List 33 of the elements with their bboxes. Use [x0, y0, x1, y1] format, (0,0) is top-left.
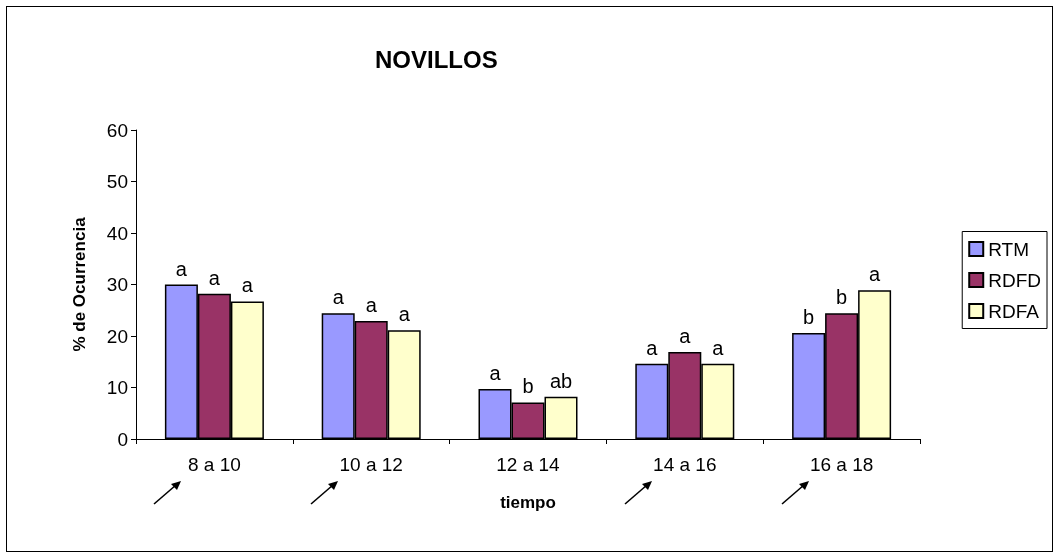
- x-tick-label: 14 a 16: [653, 454, 717, 475]
- chart-title: NOVILLOS: [375, 45, 498, 73]
- data-label: a: [398, 303, 411, 326]
- data-label: a: [679, 324, 692, 347]
- data-label: b: [803, 305, 815, 328]
- y-tick-label: 10: [106, 377, 128, 398]
- data-label: a: [365, 294, 378, 317]
- data-label: a: [332, 286, 345, 309]
- x-tick-label: 12 a 14: [496, 454, 561, 475]
- x-tick-label: 16 a 18: [809, 454, 874, 475]
- y-tick-label: 0: [117, 428, 128, 450]
- data-label: a: [241, 274, 254, 297]
- y-tick-label: 40: [106, 222, 128, 244]
- data-label: a: [869, 263, 882, 286]
- data-label: b: [836, 286, 848, 309]
- legend-label: RDFD: [988, 269, 1042, 291]
- x-tick-label: 8 a 10: [187, 454, 241, 475]
- x-tick-label: 10 a 12: [339, 454, 403, 475]
- data-label: a: [489, 362, 502, 385]
- data-label: a: [646, 336, 659, 359]
- data-label: b: [522, 375, 534, 398]
- data-label: a: [175, 257, 188, 280]
- y-tick-label: 20: [106, 325, 128, 347]
- y-tick-label: 60: [106, 119, 128, 141]
- legend-label: RDFA: [988, 300, 1040, 322]
- y-tick-label: 50: [106, 171, 128, 192]
- y-tick-label: 30: [106, 274, 128, 295]
- data-label: ab: [549, 369, 573, 392]
- legend-label: RTM: [988, 238, 1030, 260]
- y-axis-title: % de Ocurrencia: [70, 216, 89, 352]
- x-axis-title: tiempo: [500, 493, 556, 512]
- data-label: a: [208, 266, 221, 289]
- data-label: a: [712, 336, 725, 359]
